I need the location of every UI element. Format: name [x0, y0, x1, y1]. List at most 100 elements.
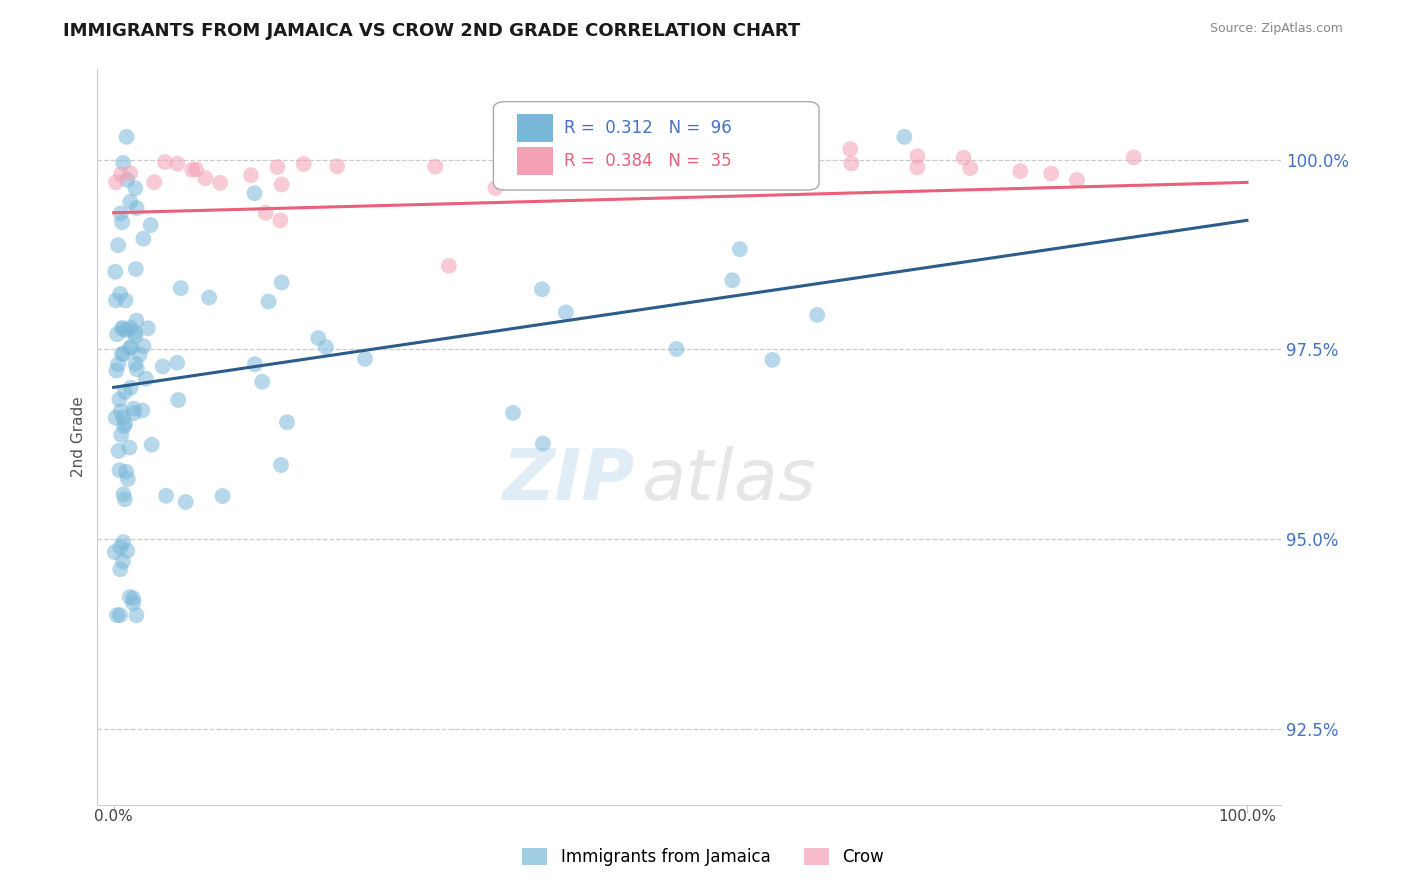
Point	[270, 178, 292, 192]
Point	[841, 156, 863, 170]
Text: Source: ZipAtlas.com: Source: ZipAtlas.com	[1209, 22, 1343, 36]
Point	[243, 357, 266, 371]
Point	[1010, 164, 1032, 178]
Point	[110, 540, 132, 554]
Legend: Immigrants from Jamaica, Crow: Immigrants from Jamaica, Crow	[515, 840, 891, 875]
Point	[120, 194, 142, 209]
Point	[194, 171, 217, 186]
Point	[125, 201, 148, 215]
Point	[117, 543, 139, 558]
Point	[167, 392, 190, 407]
Point	[111, 215, 134, 229]
Point	[143, 175, 166, 189]
Point	[112, 535, 135, 549]
Point	[174, 495, 197, 509]
Point	[125, 608, 148, 623]
Point	[124, 328, 146, 343]
Point	[114, 293, 136, 308]
Point	[132, 339, 155, 353]
Y-axis label: 2nd Grade: 2nd Grade	[72, 396, 86, 477]
Point	[155, 489, 177, 503]
Point	[120, 320, 142, 334]
Point	[721, 273, 744, 287]
Point	[110, 404, 132, 418]
Point	[124, 181, 146, 195]
Point	[118, 441, 141, 455]
Point	[153, 155, 176, 169]
Point	[209, 176, 232, 190]
Point	[671, 173, 693, 187]
Point	[124, 326, 146, 340]
Point	[107, 238, 129, 252]
Point	[170, 281, 193, 295]
Point	[104, 175, 127, 189]
Point	[122, 406, 145, 420]
Text: 0.0%: 0.0%	[94, 809, 134, 823]
Point	[425, 160, 447, 174]
Point	[665, 342, 688, 356]
Point	[257, 294, 280, 309]
Point	[108, 287, 131, 301]
Point	[728, 242, 751, 256]
Point	[240, 168, 263, 182]
Point	[292, 157, 315, 171]
Point	[437, 259, 460, 273]
Point	[598, 158, 620, 172]
Point	[136, 321, 159, 335]
Point	[326, 159, 349, 173]
Bar	[517, 147, 553, 176]
Point	[104, 293, 127, 308]
Point	[120, 381, 142, 395]
Point	[839, 142, 862, 156]
Point	[117, 472, 139, 486]
Point	[254, 206, 277, 220]
FancyBboxPatch shape	[494, 102, 820, 190]
Point	[135, 372, 157, 386]
Point	[139, 218, 162, 232]
Point	[1040, 167, 1063, 181]
Text: atlas: atlas	[641, 446, 815, 516]
Point	[270, 458, 292, 472]
Text: R =  0.312   N =  96: R = 0.312 N = 96	[564, 120, 733, 137]
Point	[112, 156, 135, 170]
Bar	[517, 114, 553, 142]
Text: IMMIGRANTS FROM JAMAICA VS CROW 2ND GRADE CORRELATION CHART: IMMIGRANTS FROM JAMAICA VS CROW 2ND GRAD…	[63, 22, 800, 40]
Point	[354, 351, 377, 366]
Point	[111, 554, 134, 568]
Point	[243, 186, 266, 200]
Point	[108, 608, 131, 623]
Text: R =  0.384   N =  35: R = 0.384 N = 35	[564, 153, 733, 170]
Point	[952, 151, 974, 165]
Point	[105, 327, 128, 342]
Point	[555, 305, 578, 319]
Point	[152, 359, 174, 374]
Point	[105, 364, 128, 378]
Point	[1122, 150, 1144, 164]
Point	[108, 392, 131, 407]
Point	[250, 375, 273, 389]
Point	[112, 419, 135, 434]
Point	[905, 161, 928, 175]
Point	[266, 160, 288, 174]
Point	[789, 155, 811, 169]
Point	[115, 129, 138, 144]
Point	[122, 401, 145, 416]
Point	[893, 129, 915, 144]
Point	[1066, 173, 1088, 187]
Point	[104, 545, 127, 559]
Text: ZIP: ZIP	[503, 446, 636, 516]
Point	[761, 352, 783, 367]
Point	[124, 357, 146, 371]
Point	[122, 591, 145, 606]
Point	[107, 357, 129, 371]
Point	[131, 403, 153, 417]
Point	[141, 437, 163, 451]
Point	[115, 173, 138, 187]
Point	[114, 385, 136, 400]
Point	[132, 232, 155, 246]
Point	[118, 590, 141, 604]
Point	[544, 165, 567, 179]
Point	[125, 362, 148, 376]
Point	[959, 161, 981, 176]
Point	[198, 291, 221, 305]
